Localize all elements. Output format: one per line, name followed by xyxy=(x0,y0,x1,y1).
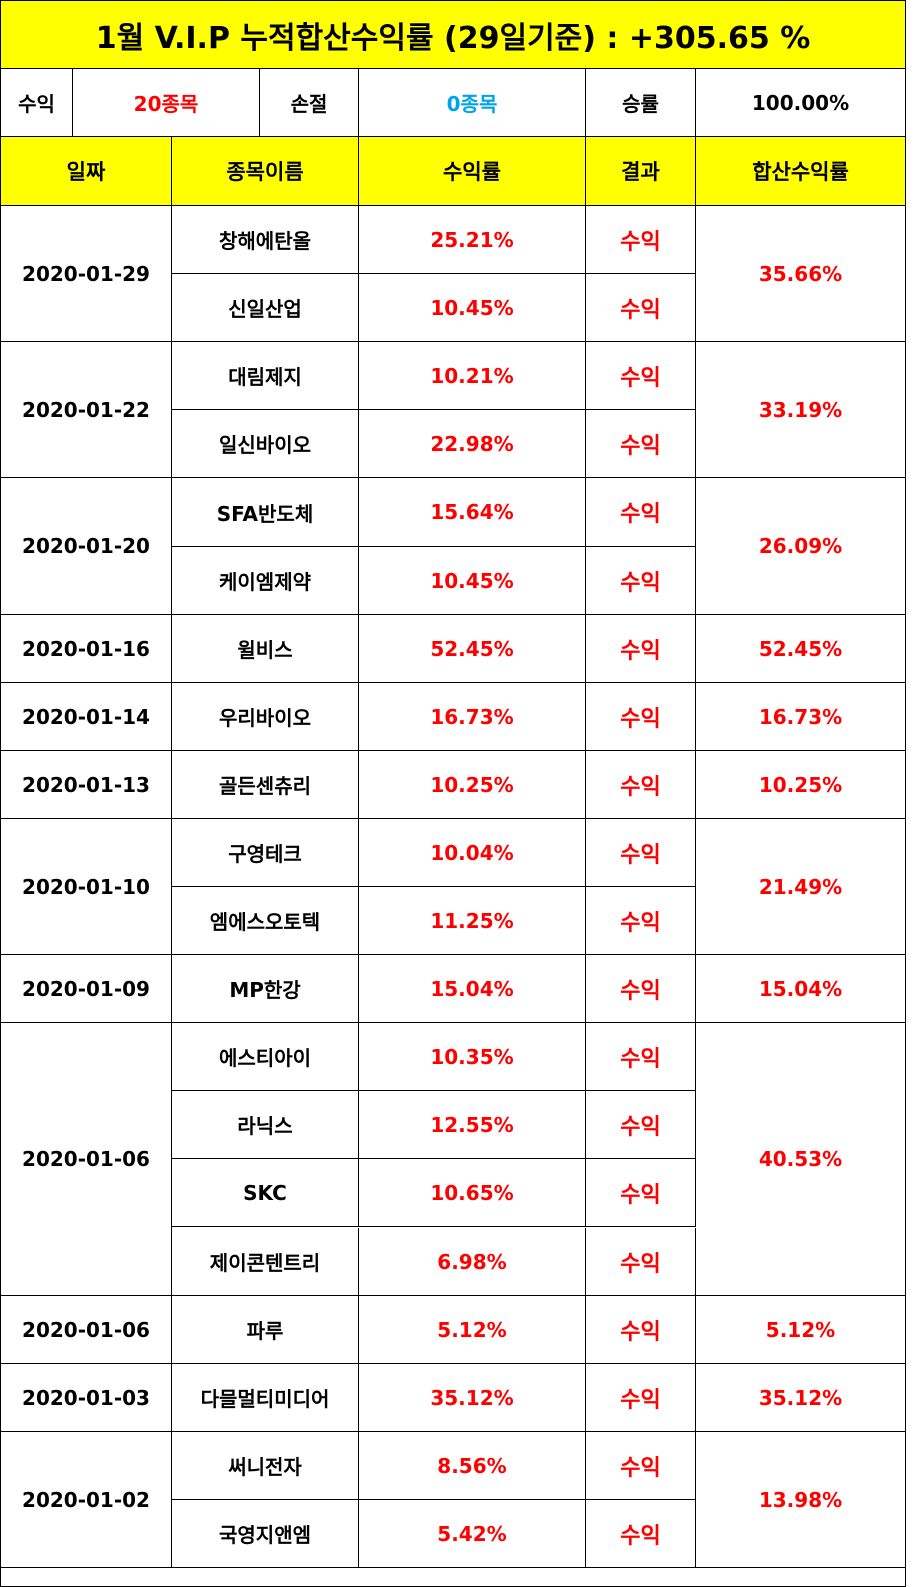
stock-name-cell: 신일산업 xyxy=(172,274,359,342)
page-title: 1월 V.I.P 누적합산수익률 (29일기준) : +305.65 % xyxy=(1,1,905,69)
rate-cell: 10.25% xyxy=(359,751,586,819)
total-rate-cell: 21.49% xyxy=(696,819,905,955)
rate-cell: 10.65% xyxy=(359,1159,586,1227)
date-cell: 2020-01-06 xyxy=(1,1023,172,1296)
result-cell: 수익 xyxy=(586,819,696,887)
date-cell: 2020-01-14 xyxy=(1,683,172,751)
total-rate-cell: 26.09% xyxy=(696,478,905,615)
date-cell: 2020-01-13 xyxy=(1,751,172,819)
stock-name-cell: 창해에탄올 xyxy=(172,206,359,274)
header-result: 결과 xyxy=(586,137,696,206)
rate-cell: 10.45% xyxy=(359,547,586,615)
profit-count: 20종목 xyxy=(73,69,260,137)
stock-name-cell: 다믈멀티미디어 xyxy=(172,1364,359,1432)
result-cell: 수익 xyxy=(586,1296,696,1364)
date-cell: 2020-01-06 xyxy=(1,1296,172,1364)
stock-name-cell: SFA반도체 xyxy=(172,478,359,547)
stock-name-cell: 파루 xyxy=(172,1296,359,1364)
rate-cell: 15.04% xyxy=(359,955,586,1023)
total-rate-cell: 35.66% xyxy=(696,206,905,342)
header-total-rate: 합산수익률 xyxy=(696,137,905,206)
total-rate-cell: 10.25% xyxy=(696,751,905,819)
result-cell: 수익 xyxy=(586,1091,696,1159)
stock-name-cell: 엠에스오토텍 xyxy=(172,887,359,955)
result-cell: 수익 xyxy=(586,683,696,751)
result-cell: 수익 xyxy=(586,887,696,955)
result-cell: 수익 xyxy=(586,955,696,1023)
rate-cell: 5.12% xyxy=(359,1296,586,1364)
stock-name-cell: 윌비스 xyxy=(172,615,359,683)
result-cell: 수익 xyxy=(586,342,696,410)
stock-name-cell: 케이엠제약 xyxy=(172,547,359,615)
stock-name-cell: 우리바이오 xyxy=(172,683,359,751)
stock-name-cell: MP한강 xyxy=(172,955,359,1023)
date-cell: 2020-01-16 xyxy=(1,615,172,683)
result-cell: 수익 xyxy=(586,274,696,342)
result-cell: 수익 xyxy=(586,1364,696,1432)
total-rate-cell: 52.45% xyxy=(696,615,905,683)
rate-cell: 12.55% xyxy=(359,1091,586,1159)
date-cell: 2020-01-09 xyxy=(1,955,172,1023)
rate-cell: 10.45% xyxy=(359,274,586,342)
result-cell: 수익 xyxy=(586,547,696,615)
result-cell: 수익 xyxy=(586,410,696,478)
header-rate: 수익률 xyxy=(359,137,586,206)
winrate-label: 승률 xyxy=(586,69,696,137)
rate-cell: 16.73% xyxy=(359,683,586,751)
result-cell: 수익 xyxy=(586,615,696,683)
total-rate-cell: 35.12% xyxy=(696,1364,905,1432)
rate-cell: 35.12% xyxy=(359,1364,586,1432)
header-date: 일짜 xyxy=(1,137,172,206)
rate-cell: 6.98% xyxy=(359,1228,586,1296)
date-cell: 2020-01-20 xyxy=(1,478,172,615)
result-cell: 수익 xyxy=(586,1159,696,1227)
rate-cell: 11.25% xyxy=(359,887,586,955)
stock-name-cell: 에스티아이 xyxy=(172,1023,359,1091)
header-stock-name: 종목이름 xyxy=(172,137,359,206)
stock-name-cell: 제이콘텐트리 xyxy=(172,1228,359,1296)
stock-name-cell: 일신바이오 xyxy=(172,410,359,478)
rate-cell: 15.64% xyxy=(359,478,586,547)
total-rate-cell: 5.12% xyxy=(696,1296,905,1364)
stock-name-cell: 골든센츄리 xyxy=(172,751,359,819)
stock-name-cell: 써니전자 xyxy=(172,1432,359,1500)
profit-label: 수익 xyxy=(1,69,73,137)
date-cell: 2020-01-02 xyxy=(1,1432,172,1568)
result-cell: 수익 xyxy=(586,1228,696,1296)
rate-cell: 10.04% xyxy=(359,819,586,887)
date-cell: 2020-01-29 xyxy=(1,206,172,342)
rate-cell: 25.21% xyxy=(359,206,586,274)
stock-name-cell: 대림제지 xyxy=(172,342,359,410)
date-cell: 2020-01-22 xyxy=(1,342,172,478)
result-cell: 수익 xyxy=(586,751,696,819)
stock-name-cell: 구영테크 xyxy=(172,819,359,887)
result-cell: 수익 xyxy=(586,206,696,274)
total-rate-cell: 13.98% xyxy=(696,1432,905,1568)
date-cell: 2020-01-10 xyxy=(1,819,172,955)
rate-cell: 52.45% xyxy=(359,615,586,683)
winrate-value: 100.00% xyxy=(696,69,905,137)
total-rate-cell: 16.73% xyxy=(696,683,905,751)
total-rate-cell: 33.19% xyxy=(696,342,905,478)
stock-name-cell: 라닉스 xyxy=(172,1091,359,1159)
loss-label: 손절 xyxy=(260,69,359,137)
total-rate-cell: 15.04% xyxy=(696,955,905,1023)
result-cell: 수익 xyxy=(586,1432,696,1500)
loss-count: 0종목 xyxy=(359,69,586,137)
rate-cell: 10.21% xyxy=(359,342,586,410)
result-cell: 수익 xyxy=(586,478,696,547)
result-cell: 수익 xyxy=(586,1500,696,1568)
date-cell: 2020-01-03 xyxy=(1,1364,172,1432)
rate-cell: 8.56% xyxy=(359,1432,586,1500)
total-rate-cell: 40.53% xyxy=(696,1023,905,1296)
stock-name-cell: 국영지앤엠 xyxy=(172,1500,359,1568)
rate-cell: 5.42% xyxy=(359,1500,586,1568)
result-cell: 수익 xyxy=(586,1023,696,1091)
rate-cell: 10.35% xyxy=(359,1023,586,1091)
stock-name-cell: SKC xyxy=(172,1159,359,1227)
rate-cell: 22.98% xyxy=(359,410,586,478)
